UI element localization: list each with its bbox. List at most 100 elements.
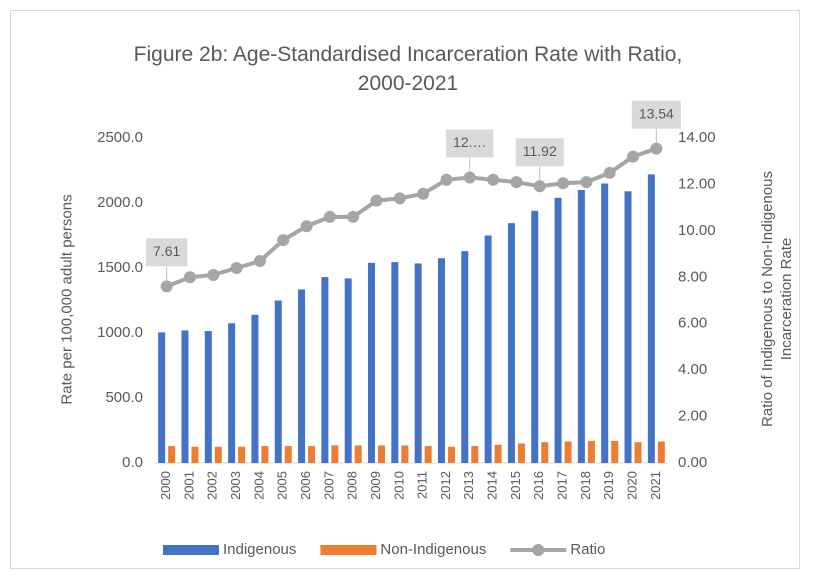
- line-marker: [650, 142, 663, 155]
- y2-tick-label: 10.00: [678, 222, 716, 239]
- label-box: [446, 129, 494, 158]
- label-box: [146, 238, 188, 267]
- line-marker: [510, 176, 523, 189]
- line-marker: [627, 150, 640, 163]
- legend-label: Non-Indigenous: [380, 541, 486, 558]
- x-tick-label: 2000: [158, 471, 173, 500]
- line-marker: [253, 255, 266, 268]
- y-tick-label: 1500.0: [97, 259, 143, 276]
- line-marker: [603, 166, 616, 179]
- y2-tick-label: 8.00: [678, 268, 707, 285]
- y2-axis-title: Ratio of Indigenous to Non-Indigenous In…: [759, 171, 795, 428]
- line: [165, 146, 657, 289]
- line-marker: [323, 210, 336, 223]
- bar: [587, 440, 595, 463]
- line-marker: [230, 262, 243, 274]
- line-marker: [300, 220, 313, 233]
- bar: [484, 235, 492, 463]
- x-tick-label: 2021: [648, 471, 663, 500]
- bar: [368, 262, 376, 463]
- bar: [321, 277, 329, 463]
- legend-swatch: [163, 545, 219, 555]
- line-marker: [393, 192, 406, 205]
- bar: [541, 442, 549, 463]
- x-tick-label: 2013: [461, 471, 476, 500]
- line-marker: [370, 194, 383, 207]
- bar: [657, 441, 665, 463]
- bar: [228, 323, 236, 463]
- x-tick-label: 2020: [624, 471, 639, 500]
- bar: [424, 446, 432, 463]
- bar: [517, 443, 525, 463]
- x-tick-label: 2010: [391, 471, 406, 500]
- line-marker: [440, 173, 453, 186]
- bar: [204, 331, 212, 463]
- bar: [624, 191, 632, 464]
- bar: [298, 289, 306, 463]
- bar: [251, 314, 259, 463]
- bar: [344, 278, 352, 463]
- bar: [378, 445, 386, 463]
- y2-tick-label: 14.00: [678, 129, 716, 146]
- line-marker: [557, 177, 570, 190]
- bar: [284, 446, 292, 463]
- y2-tick-label: 4.00: [678, 361, 707, 378]
- bar: [564, 441, 572, 463]
- legend-swatch: [320, 545, 377, 555]
- bar: [274, 300, 282, 463]
- bar: [391, 262, 399, 463]
- x-tick-label: 2002: [205, 471, 220, 500]
- x-tick-label: 2008: [345, 471, 360, 500]
- line-marker: [417, 187, 430, 200]
- chart-title: Figure 2b: Age-Standardised Incarceratio…: [133, 43, 683, 95]
- bar: [634, 442, 642, 463]
- bar: [414, 263, 422, 463]
- y-tick-label: 1000.0: [97, 324, 143, 341]
- x-tick-label: 2017: [555, 471, 570, 500]
- x-tick-label: 2005: [275, 471, 290, 500]
- bar: [647, 174, 655, 463]
- bar: [181, 330, 189, 463]
- legend-label: Ratio: [570, 541, 605, 558]
- x-tick-label: 2015: [508, 471, 523, 500]
- y2-tick-label: 12.00: [678, 175, 716, 192]
- bar: [461, 251, 469, 463]
- bar: [214, 446, 222, 463]
- y2-tick-label: 6.00: [678, 315, 707, 332]
- bar: [494, 444, 502, 463]
- data-label: 12.…: [453, 134, 486, 150]
- bar: [437, 258, 445, 463]
- bar: [158, 332, 166, 463]
- x-tick-label: 2001: [181, 471, 196, 500]
- bar: [238, 446, 246, 463]
- x-tick-label: 2007: [321, 471, 336, 500]
- bar: [308, 446, 316, 463]
- line-marker: [160, 280, 173, 293]
- x-tick-label: 2014: [485, 471, 500, 500]
- y-axis-title: Rate per 100,000 adult persons: [58, 194, 76, 405]
- x-tick-label: 2006: [298, 471, 313, 500]
- bar: [531, 210, 539, 463]
- legend-swatch: [532, 544, 545, 556]
- bar: [261, 446, 269, 463]
- x-tick-label: 2019: [601, 471, 616, 500]
- x-tick-label: 2011: [415, 471, 430, 499]
- line-marker: [207, 268, 220, 281]
- x-tick-label: 2016: [531, 471, 546, 500]
- y-tick-label: 2000.0: [97, 194, 143, 211]
- data-label: 11.92: [523, 143, 557, 159]
- label-box: [515, 138, 564, 167]
- y2-tick-label: 0.00: [678, 454, 707, 471]
- bar: [611, 440, 619, 463]
- line-marker: [277, 234, 290, 247]
- bar: [331, 445, 339, 463]
- label-box: [631, 100, 681, 129]
- x-tick-label: 2004: [251, 471, 266, 500]
- line-marker: [487, 173, 500, 186]
- y-tick-label: 0.0: [122, 454, 143, 471]
- y-tick-label: 2500.0: [97, 129, 143, 146]
- x-tick-label: 2009: [368, 471, 383, 500]
- line-marker: [463, 171, 476, 184]
- y2-tick-label: 2.00: [678, 408, 707, 425]
